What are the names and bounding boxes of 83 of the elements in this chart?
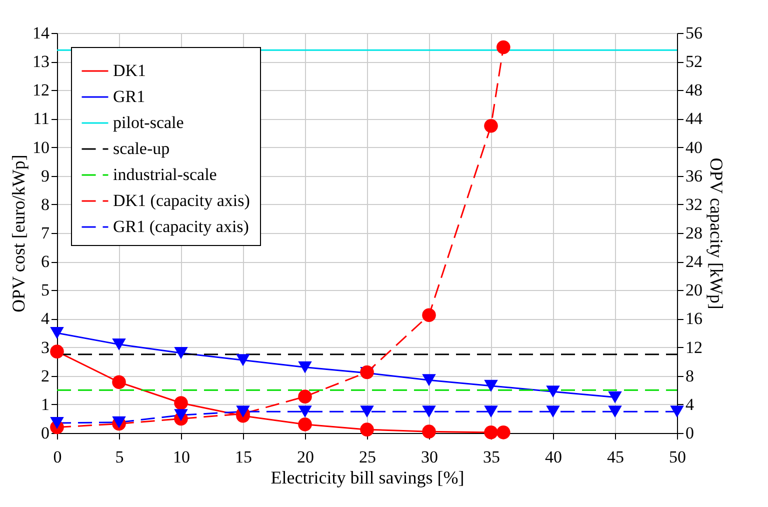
point: [112, 338, 126, 350]
point: [360, 422, 374, 436]
point: [174, 409, 188, 422]
point: [484, 426, 498, 440]
y-tick-label: 4: [41, 309, 50, 328]
y-tick-label: 0: [41, 424, 50, 442]
point: [236, 354, 250, 366]
y2-axis-title: OPV capacity [kWp]: [706, 158, 726, 310]
point: [50, 344, 64, 358]
y2-tick-label: 32: [686, 194, 702, 214]
x-tick-label: 5: [115, 448, 124, 466]
point: [174, 396, 188, 410]
point: [422, 374, 436, 386]
x-tick-label: 50: [669, 448, 686, 466]
y-tick-label: 11: [33, 109, 50, 128]
y-tick-label: 7: [41, 224, 50, 242]
y2-tick-label: 8: [686, 366, 694, 386]
point: [298, 406, 312, 418]
point: [670, 406, 684, 418]
y2-tick-label: 36: [686, 166, 702, 186]
y2-tick-label: 0: [686, 424, 694, 442]
y-tick-label: 5: [41, 280, 50, 300]
point: [546, 406, 560, 418]
point: [174, 347, 188, 359]
point: [422, 308, 436, 322]
y2-tick-label: 40: [686, 138, 702, 157]
point: [484, 380, 498, 392]
y-tick-label: 3: [41, 338, 50, 357]
y2-tick-label: 44: [686, 109, 703, 128]
y2-tick-label: 4: [686, 394, 694, 414]
point: [484, 118, 498, 133]
point: [608, 391, 622, 404]
x-tick-label: 20: [297, 448, 314, 466]
y-tick-label: 13: [32, 52, 50, 72]
y2-tick-label: 24: [686, 252, 703, 272]
point: [50, 327, 64, 339]
point: [496, 40, 510, 54]
point: [496, 426, 510, 440]
x-tick-label: 15: [235, 448, 252, 466]
y-tick-label: 6: [41, 252, 50, 272]
x-axis-title: Electricity bill savings [%]: [270, 468, 464, 488]
legend-label: DK1: [113, 61, 146, 80]
y2-tick-label: 28: [686, 224, 702, 242]
x-tick-label: 35: [483, 448, 500, 466]
y2-tick-label: 16: [686, 309, 702, 328]
x-tick-label: 25: [359, 448, 376, 466]
point: [422, 406, 436, 418]
point: [608, 406, 622, 418]
point: [298, 361, 312, 374]
point: [112, 416, 126, 428]
y-axis-title: OPV cost [euro/kWp]: [8, 154, 28, 312]
y-tick-label: 2: [41, 366, 50, 386]
legend-label: GR1: [113, 87, 146, 106]
x-tick-label: 30: [421, 448, 438, 466]
y-tick-label: 9: [41, 166, 50, 186]
y2-tick-label: 52: [686, 52, 702, 72]
point: [546, 386, 560, 398]
point: [112, 375, 126, 390]
point: [236, 406, 250, 418]
y-tick-label: 1: [41, 394, 50, 414]
y-tick-label: 10: [32, 138, 50, 157]
x-tick-label: 40: [545, 448, 562, 466]
point: [422, 424, 436, 438]
point: [50, 417, 64, 429]
y2-tick-label: 56: [686, 24, 702, 42]
point: [298, 418, 312, 432]
y-tick-label: 12: [32, 80, 50, 100]
point: [484, 406, 498, 418]
y2-tick-label: 12: [686, 338, 702, 357]
legend-label: scale-up: [113, 139, 170, 158]
y2-tick-label: 48: [686, 80, 702, 100]
point: [360, 406, 374, 418]
legend-label: industrial-scale: [113, 165, 217, 184]
y-tick-label: 14: [32, 24, 50, 42]
x-tick-label: 45: [607, 448, 624, 466]
y2-tick-label: 20: [686, 280, 702, 300]
legend-label: DK1 (capacity axis): [113, 191, 250, 210]
legend-label: pilot-scale: [113, 113, 184, 132]
point: [298, 390, 312, 404]
x-tick-label: 10: [173, 448, 190, 466]
y-tick-label: 8: [41, 194, 50, 214]
x-tick-label: 0: [53, 448, 62, 466]
legend-label: GR1 (capacity axis): [113, 217, 249, 236]
